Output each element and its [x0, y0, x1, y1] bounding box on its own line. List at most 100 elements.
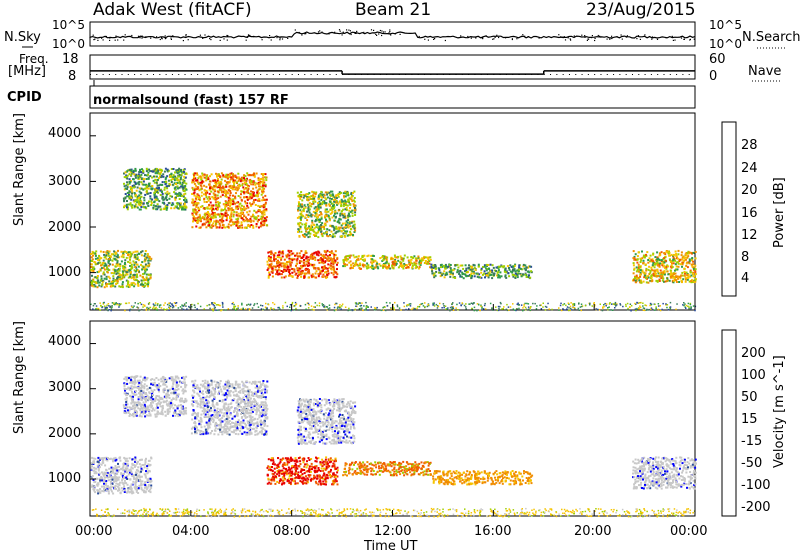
scatter-cell-4 [308, 208, 311, 211]
scatter-cell-6 [500, 275, 503, 278]
scatter-cell-4 [342, 214, 345, 217]
scatter-cell-2 [241, 182, 244, 185]
nave-point [379, 74, 381, 75]
scatter-cell-4 [335, 230, 338, 233]
scatter-clutter [384, 306, 386, 308]
nave-point [499, 74, 501, 75]
scatter-cell-7 [675, 279, 678, 282]
scatter-cell-0 [98, 270, 100, 273]
scatter-cell-7 [671, 262, 673, 265]
scatter-cell-2 [227, 173, 229, 176]
scatter-cell-4 [336, 220, 339, 223]
scatter-clutter [185, 305, 187, 307]
scatter-clutter [396, 305, 399, 308]
scatter-cell-0 [147, 262, 150, 265]
scatter-cell-1 [176, 172, 179, 175]
scatter-cell-6 [484, 276, 486, 279]
scatter-clutter [185, 302, 187, 304]
scatter-clutter [277, 306, 279, 309]
scatter-cell-2 [222, 209, 225, 212]
scatter-cell-4 [353, 223, 356, 226]
scatter-cell-0 [132, 251, 135, 254]
scatter-cell-4 [327, 235, 330, 238]
scatter-cell-2 [247, 187, 250, 190]
scatter-cell-0 [141, 268, 144, 271]
scatter-cell-6 [443, 266, 446, 269]
scatter-cell-3 [292, 268, 295, 271]
scatter-cell-7 [676, 275, 679, 278]
scatter-cell-2 [201, 179, 204, 182]
scatter-cell-1 [128, 195, 131, 198]
scatter-cell-6 [444, 267, 447, 270]
scatter-cell-4 [318, 225, 321, 228]
scatter-clutter [649, 304, 651, 307]
scatter-clutter [111, 302, 114, 304]
scatter-cell-2 [264, 201, 267, 204]
scatter-cell-1 [138, 177, 141, 180]
scatter-cell-7 [655, 279, 658, 282]
nave-point [669, 74, 671, 75]
xtick-2000: 20:00 [574, 524, 612, 539]
scatter-cell-2 [232, 203, 234, 206]
scatter-cell-6 [491, 264, 494, 267]
scatter-cell-5 [357, 264, 360, 267]
scatter-cell-7 [694, 264, 697, 267]
scatter-cell-2 [243, 174, 246, 177]
scatter-cell-0 [122, 256, 125, 259]
scatter-cell-2 [237, 201, 240, 204]
scatter-cell-7 [635, 275, 638, 278]
scatter-cell-7 [685, 271, 688, 274]
scatter-cell-5 [355, 260, 358, 263]
scatter-clutter [642, 302, 644, 304]
scatter-cell-2 [243, 192, 246, 195]
scatter-cell-2 [197, 209, 200, 212]
scatter-cell-4 [306, 203, 309, 206]
scatter-clutter [148, 308, 150, 311]
scatter-cell-7 [649, 260, 651, 263]
nsearch-point [141, 35, 143, 37]
scatter-cell-4 [336, 212, 339, 215]
nsearch-point [153, 36, 155, 39]
scatter-cell-4 [323, 194, 326, 197]
scatter-cell-2 [262, 174, 264, 177]
scatter-cell-4 [352, 234, 354, 236]
scatter-cell-3 [322, 273, 325, 276]
scatter-cell-3 [328, 254, 331, 256]
scatter-cell-2 [193, 182, 196, 185]
scatter-cell-0 [111, 272, 114, 274]
nsearch-point [123, 39, 125, 41]
scatter-cell-5 [420, 259, 423, 262]
scatter-cell-2 [232, 200, 235, 203]
scatter-cell-3 [275, 273, 278, 276]
scatter-cell-4 [344, 222, 347, 225]
scatter-cell-4 [339, 201, 342, 204]
scatter-clutter [615, 304, 618, 306]
scatter-cell-0 [103, 253, 106, 256]
scatter-clutter [129, 308, 132, 311]
scatter-clutter [179, 306, 182, 308]
scatter-cell-6 [441, 274, 444, 277]
scatter-cell-6 [431, 270, 434, 273]
scatter-cell-3 [334, 250, 337, 253]
scatter-cell-1 [163, 170, 166, 173]
scatter-cell-6 [522, 265, 525, 268]
scatter-cell-1 [160, 168, 163, 171]
scatter-cell-2 [239, 180, 242, 183]
scatter-clutter [417, 305, 419, 308]
scatter-cell-4 [297, 209, 300, 212]
scatter-clutter [536, 305, 538, 307]
nsearch-point [671, 35, 673, 37]
scatter-cell-4 [332, 199, 335, 201]
scatter-cell-0 [95, 282, 98, 285]
freq-label: Freq. [19, 52, 49, 66]
scatter-cell-7 [652, 262, 655, 264]
scatter-cell-0 [137, 269, 140, 272]
scatter-clutter [376, 306, 378, 309]
scatter-cell-2 [195, 204, 198, 207]
scatter-cell-3 [278, 254, 281, 257]
scatter-cell-2 [237, 179, 240, 182]
scatter-clutter [215, 304, 218, 306]
nave-point [203, 74, 205, 75]
scatter-cell-2 [197, 177, 200, 180]
scatter-cell-1 [156, 190, 159, 193]
